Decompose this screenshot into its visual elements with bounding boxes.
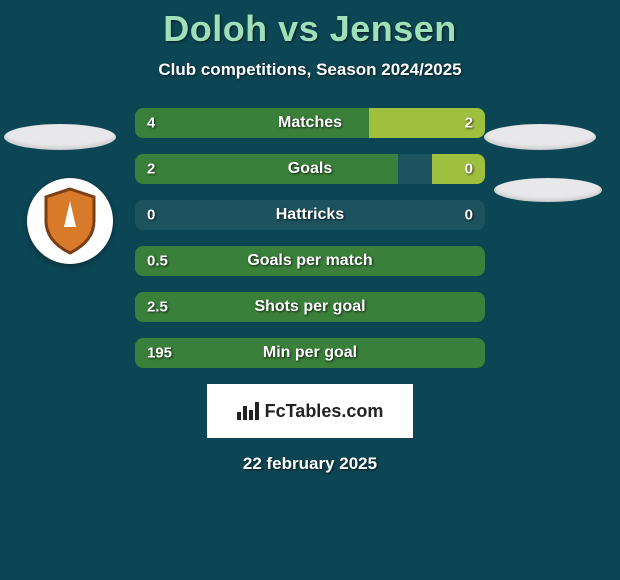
stat-bar-track xyxy=(135,292,485,322)
stat-row: Goals20 xyxy=(135,154,485,184)
brand-box[interactable]: FcTables.com xyxy=(207,384,413,438)
comparison-infographic: Doloh vs Jensen Club competitions, Seaso… xyxy=(0,0,620,580)
stat-bar-left xyxy=(135,338,485,368)
page-title: Doloh vs Jensen xyxy=(0,8,620,50)
chart-icon xyxy=(237,402,259,420)
page-subtitle: Club competitions, Season 2024/2025 xyxy=(0,60,620,80)
stat-bar-left xyxy=(135,154,398,184)
stat-row: Matches42 xyxy=(135,108,485,138)
stat-row: Hattricks00 xyxy=(135,200,485,230)
stat-bar-track xyxy=(135,108,485,138)
stat-row: Goals per match0.5 xyxy=(135,246,485,276)
brand-text: FcTables.com xyxy=(265,401,384,422)
stat-bar-right xyxy=(432,154,485,184)
stat-bar-right xyxy=(369,108,485,138)
stats-area: Matches42 Goals20 Hattricks00 Goals per mat… xyxy=(0,108,620,368)
stat-bar-track xyxy=(135,338,485,368)
stat-row: Shots per goal2.5 xyxy=(135,292,485,322)
stat-bar-track xyxy=(135,246,485,276)
stat-bar-left xyxy=(135,246,485,276)
stat-bar-left xyxy=(135,108,370,138)
stat-bar-track xyxy=(135,200,485,230)
stat-bar-track xyxy=(135,154,485,184)
footer-date: 22 february 2025 xyxy=(0,454,620,474)
stat-bar-left xyxy=(135,292,485,322)
stat-row: Min per goal195 xyxy=(135,338,485,368)
